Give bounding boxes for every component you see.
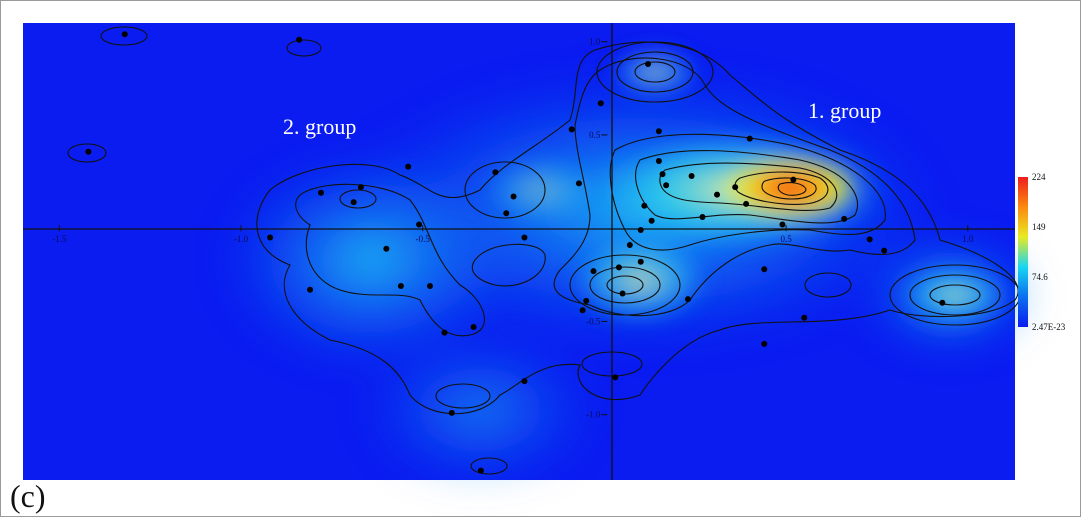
data-point — [448, 409, 455, 416]
data-point — [637, 227, 644, 234]
data-point — [416, 221, 423, 228]
data-point — [743, 200, 750, 207]
data-point — [761, 340, 768, 347]
data-point — [307, 286, 314, 293]
data-point — [568, 126, 575, 133]
data-point — [492, 169, 499, 176]
data-point — [121, 31, 128, 38]
y-axis-ticks: 1.0 0.5 -0.5 -1.0 — [586, 37, 608, 420]
colorbar-tick-label: 149 — [1032, 222, 1046, 232]
colorbar-ticks: 224 149 74.6 2.47E-23 — [1032, 172, 1066, 332]
colorbar — [1018, 177, 1028, 327]
x-tick-label: 0.5 — [780, 234, 792, 244]
y-tick-label: 0.5 — [589, 130, 601, 140]
data-point — [615, 264, 622, 271]
data-point — [699, 213, 706, 220]
data-point — [761, 266, 768, 273]
data-point — [612, 374, 619, 381]
annotation-group-1: 1. group — [808, 98, 881, 123]
contour-lines — [67, 26, 1021, 475]
data-point — [579, 307, 586, 314]
data-point — [644, 61, 651, 68]
data-point — [881, 247, 888, 254]
x-tick-label: 1.0 — [962, 234, 974, 244]
data-point — [590, 268, 597, 275]
data-point — [663, 182, 670, 189]
data-point — [841, 215, 848, 222]
data-point — [732, 184, 739, 191]
data-point — [939, 299, 946, 306]
data-point — [714, 191, 721, 198]
y-tick-label: 1.0 — [589, 37, 601, 47]
data-point — [746, 135, 753, 142]
data-point — [397, 283, 404, 290]
data-point — [583, 297, 590, 304]
data-point — [317, 189, 324, 196]
colorbar-tick-label: 224 — [1032, 172, 1046, 182]
data-point — [296, 36, 303, 43]
data-point — [441, 329, 448, 336]
data-point — [688, 172, 695, 179]
data-point — [350, 199, 357, 206]
data-point — [655, 128, 662, 135]
x-tick-label: -1.5 — [52, 234, 67, 244]
data-point — [659, 171, 666, 178]
data-point — [267, 234, 274, 241]
data-point — [357, 184, 364, 191]
data-point — [648, 217, 655, 224]
data-point — [641, 202, 648, 209]
data-point — [470, 324, 477, 331]
data-point — [801, 314, 808, 321]
data-point — [684, 296, 691, 303]
data-point — [637, 258, 644, 265]
data-point — [790, 176, 797, 183]
y-tick-label: -0.5 — [586, 316, 601, 326]
data-point — [521, 234, 528, 241]
data-point — [779, 221, 786, 228]
data-point — [405, 163, 412, 170]
data-point — [626, 241, 633, 248]
axes — [23, 23, 1015, 480]
data-point — [426, 283, 433, 290]
data-point — [521, 378, 528, 385]
y-tick-label: -1.0 — [586, 410, 601, 420]
x-tick-label: -1.0 — [234, 234, 249, 244]
panel-label: (c) — [10, 478, 46, 514]
data-point — [866, 236, 873, 243]
x-axis-ticks: -1.5 -1.0 -0.5 0.5 1.0 — [52, 225, 974, 244]
colorbar-tick-label: 74.6 — [1032, 272, 1048, 282]
colorbar-tick-label: 2.47E-23 — [1032, 322, 1066, 332]
data-point — [383, 245, 390, 252]
x-tick-label: -0.5 — [416, 234, 431, 244]
data-point — [503, 210, 510, 217]
data-point — [85, 148, 92, 155]
data-point — [575, 180, 582, 187]
data-point — [619, 290, 626, 297]
annotation-group-2: 2. group — [283, 114, 356, 139]
data-point — [510, 193, 517, 200]
data-point — [477, 467, 484, 474]
data-points — [85, 31, 946, 474]
data-point — [597, 100, 604, 107]
data-point — [655, 158, 662, 165]
